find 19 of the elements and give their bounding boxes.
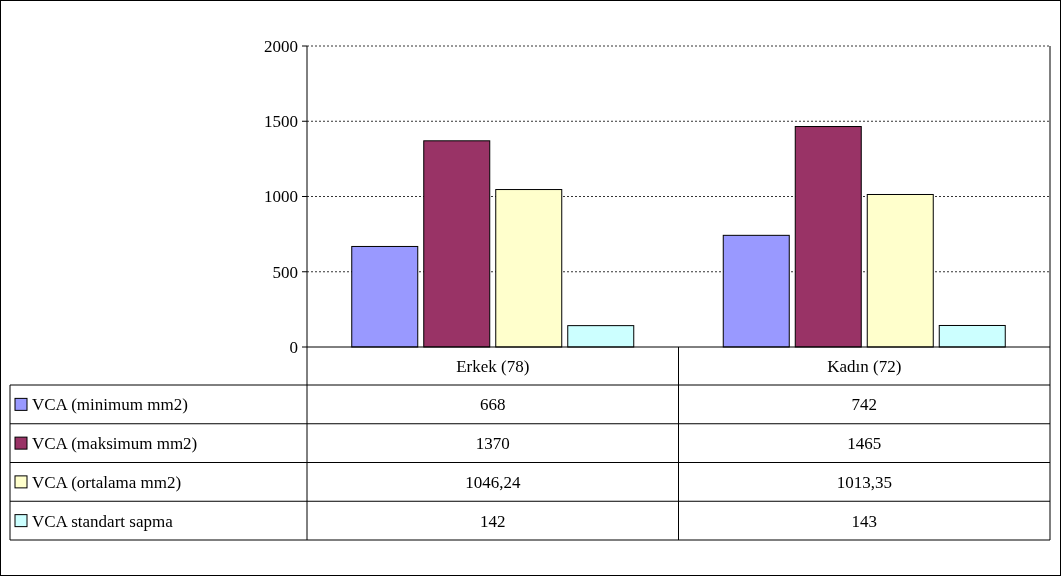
- data-label: 143: [851, 511, 877, 531]
- legend-label: VCA (maksimum mm2): [32, 434, 198, 454]
- data-label: 1013,35: [836, 472, 892, 492]
- y-tick-label: 500: [272, 262, 298, 282]
- y-tick-label: 1000: [264, 187, 298, 207]
- legend-label: VCA (ortalama mm2): [32, 472, 182, 492]
- y-tick-label: 1500: [264, 112, 298, 132]
- data-label: 1465: [847, 434, 882, 454]
- data-label: 1046,24: [465, 472, 521, 492]
- data-label: 142: [480, 511, 506, 531]
- y-tick-label: 2000: [264, 36, 298, 56]
- data-label: 742: [851, 395, 877, 415]
- y-tick-label: 0: [289, 337, 298, 357]
- legend-label: VCA (minimum mm2): [32, 395, 188, 415]
- x-tick-label: Erkek (78): [456, 356, 530, 376]
- legend-label: VCA standart sapma: [32, 511, 174, 531]
- data-label: 1370: [475, 434, 510, 454]
- data-label: 668: [480, 395, 506, 415]
- x-tick-label: Kadın (72): [827, 356, 902, 376]
